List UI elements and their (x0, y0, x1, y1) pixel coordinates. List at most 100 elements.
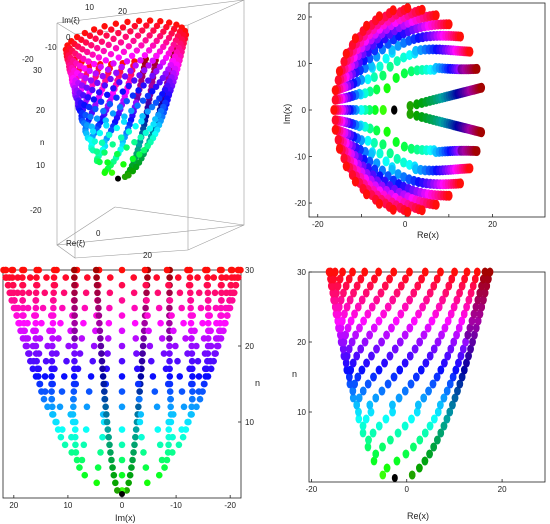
data-point (485, 274, 492, 284)
data-point (331, 85, 339, 96)
data-point (119, 24, 127, 31)
data-point (429, 379, 437, 389)
data-point (146, 32, 153, 39)
data-point (218, 289, 225, 297)
data-point (334, 75, 342, 86)
data-point (383, 83, 391, 94)
data-point (370, 456, 378, 466)
data-point (335, 302, 343, 312)
data-point (94, 464, 102, 471)
y-tick-label: 20 (297, 338, 306, 347)
data-point (26, 274, 34, 281)
data-point (473, 146, 481, 157)
data-point (57, 319, 64, 327)
data-point (359, 421, 367, 431)
data-point (71, 304, 78, 312)
data-point (118, 281, 126, 289)
data-point (129, 92, 137, 99)
data-point (166, 357, 173, 365)
data-point (151, 388, 159, 395)
data-point (178, 304, 185, 312)
data-point (456, 288, 463, 298)
data-point (406, 100, 414, 111)
data-point (174, 357, 181, 365)
data-point (204, 304, 212, 312)
data-point (342, 161, 350, 172)
data-point (406, 267, 413, 277)
data-point (152, 83, 160, 90)
data-point (471, 330, 478, 340)
data-point (87, 113, 94, 121)
data-point (453, 295, 461, 305)
data-point (137, 57, 144, 64)
data-point (404, 206, 412, 217)
data-point (121, 113, 128, 120)
data-point (443, 386, 451, 396)
data-point (166, 350, 173, 357)
data-point (125, 479, 132, 487)
data-point (204, 274, 211, 281)
data-point (364, 442, 372, 452)
data-point (185, 281, 193, 289)
x-tick-label: 20 (488, 220, 497, 229)
data-point (379, 139, 387, 150)
data-point (418, 4, 426, 15)
data-point (451, 267, 458, 277)
data-point (48, 395, 56, 403)
data-point (452, 365, 460, 375)
data-point (352, 330, 359, 340)
data-point (373, 125, 381, 136)
data-point (212, 304, 220, 312)
data-point (367, 281, 374, 291)
data-point (343, 351, 351, 361)
data-point (53, 418, 60, 426)
data-point (364, 309, 372, 319)
data-point (147, 357, 155, 365)
data-point (335, 66, 344, 77)
x-tick-label: 0 (403, 220, 408, 229)
data-point (110, 35, 117, 43)
data-point (476, 288, 484, 298)
data-point (395, 393, 403, 403)
data-point (368, 351, 375, 361)
data-point (406, 323, 414, 333)
data-point (50, 304, 57, 312)
data-point (139, 97, 147, 104)
data-point (393, 456, 401, 466)
data-point (114, 150, 121, 158)
data-point (71, 274, 78, 281)
data-point (434, 337, 442, 347)
data-point (469, 281, 477, 291)
data-point (406, 295, 413, 305)
data-point (333, 288, 340, 298)
data-point (222, 304, 230, 312)
data-point (80, 319, 87, 327)
data-point (160, 43, 167, 51)
data-point (102, 57, 110, 64)
data-point (101, 149, 108, 156)
data-point (186, 365, 193, 373)
data-point (131, 319, 139, 327)
data-point (116, 103, 124, 111)
data-point (199, 319, 206, 327)
axis-labels-3d: 30 20 10 n 0 -10 -20 10 20 Im(ξ) -20 0 2… (22, 3, 152, 260)
data-point (442, 288, 450, 298)
data-point (432, 199, 440, 210)
data-point (343, 302, 351, 312)
data-point (104, 350, 111, 357)
data-point (329, 281, 337, 291)
data-point (125, 82, 132, 90)
data-point (339, 316, 346, 326)
y-tick-label: 20 (245, 342, 254, 351)
data-point (382, 156, 390, 167)
data-point (82, 426, 90, 433)
data-point (93, 479, 100, 487)
data-point (136, 72, 143, 79)
data-point (92, 35, 99, 42)
data-point (446, 379, 454, 389)
data-point (118, 342, 126, 350)
data-point (217, 304, 225, 312)
data-point (379, 105, 387, 115)
data-point (113, 487, 121, 494)
data-point (407, 379, 415, 389)
